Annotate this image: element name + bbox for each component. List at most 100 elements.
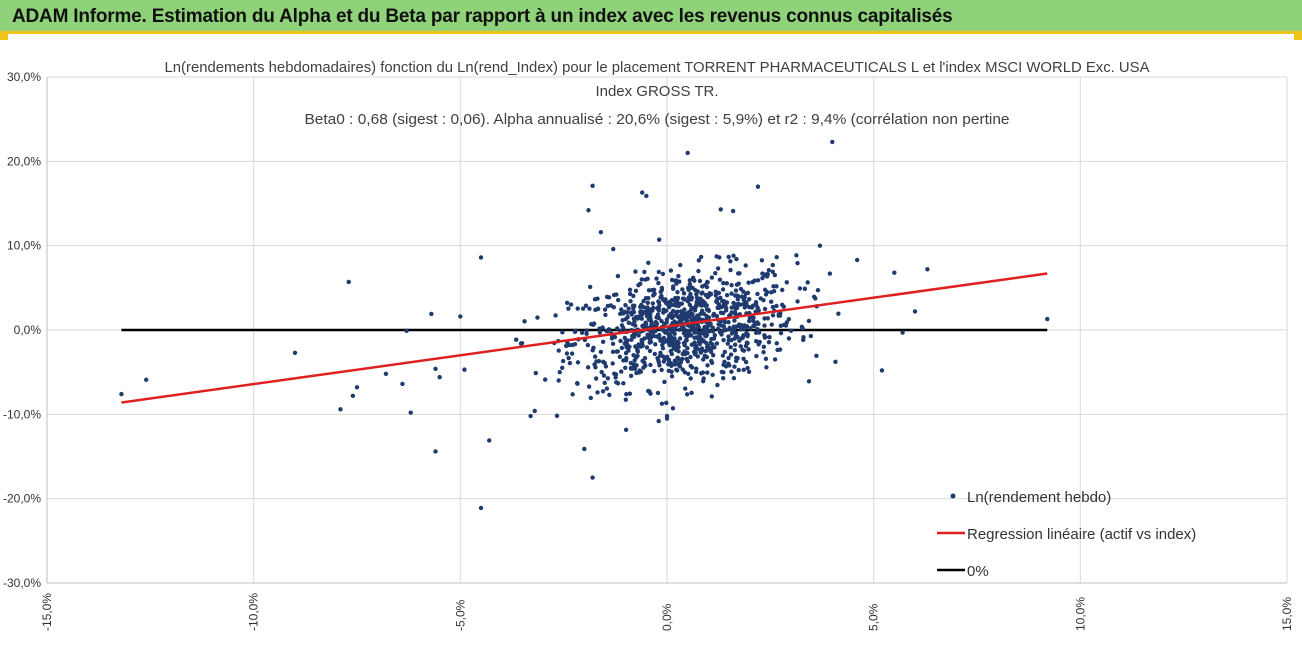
- data-point: [740, 347, 745, 353]
- data-point: [762, 333, 767, 338]
- data-point: [612, 371, 617, 376]
- data-point: [700, 370, 706, 375]
- data-point: [720, 375, 726, 381]
- data-point: [656, 308, 662, 313]
- data-point: [656, 237, 662, 242]
- data-point: [670, 327, 676, 333]
- data-point: [655, 312, 661, 317]
- data-point: [630, 333, 635, 339]
- data-point: [721, 324, 727, 329]
- data-point: [645, 300, 650, 305]
- data-point: [692, 335, 697, 340]
- data-point: [707, 322, 712, 328]
- data-point: [566, 355, 571, 361]
- data-point: [701, 311, 707, 316]
- data-point: [735, 334, 740, 340]
- data-point: [786, 316, 792, 322]
- data-point: [653, 319, 659, 325]
- data-point: [619, 345, 625, 351]
- data-point: [699, 337, 704, 342]
- data-point: [784, 280, 789, 285]
- data-point: [564, 300, 570, 306]
- data-point: [745, 365, 750, 371]
- data-point: [704, 303, 709, 308]
- data-point: [658, 295, 663, 300]
- data-point: [717, 277, 723, 282]
- data-point: [700, 299, 705, 304]
- data-point: [639, 312, 645, 317]
- data-point: [619, 307, 624, 312]
- data-point: [696, 258, 702, 263]
- data-point: [727, 327, 733, 332]
- data-point: [591, 321, 597, 326]
- data-point: [778, 323, 784, 329]
- data-point: [755, 320, 760, 325]
- data-point: [676, 361, 681, 366]
- data-point: [560, 330, 565, 335]
- data-point: [611, 305, 616, 310]
- data-point: [806, 318, 812, 324]
- data-point: [602, 380, 607, 386]
- data-point: [634, 370, 639, 376]
- data-point: [674, 341, 679, 346]
- chart-area: -15,0% -10,0% -5,0% 0,0% 5,0% 10,0% 15,0% 30,0%…: [0, 37, 1302, 648]
- data-point: [765, 316, 770, 321]
- data-point: [755, 326, 760, 332]
- data-point: [662, 379, 667, 385]
- data-point: [585, 342, 591, 348]
- data-point: [772, 357, 778, 362]
- data-point: [754, 353, 759, 359]
- data-point: [585, 365, 591, 370]
- data-point: [706, 315, 712, 320]
- data-point: [542, 377, 548, 382]
- title-layer: Ln(rendements hebdomadaires) fonction du…: [165, 59, 1150, 128]
- data-point: [587, 284, 593, 290]
- data-point: [478, 505, 484, 511]
- data-point: [762, 306, 768, 312]
- data-point: [681, 291, 687, 296]
- data-point: [661, 310, 666, 315]
- data-point: [659, 337, 664, 343]
- data-point: [667, 334, 672, 340]
- data-point: [611, 292, 617, 298]
- data-point: [797, 286, 803, 291]
- chart-title-line: Index GROSS TR.: [595, 83, 718, 100]
- data-point: [703, 340, 709, 346]
- data-point: [669, 277, 675, 283]
- data-point: [664, 299, 669, 305]
- data-point: [666, 304, 672, 310]
- data-point: [817, 243, 823, 248]
- data-point: [350, 393, 356, 398]
- data-point: [679, 310, 685, 315]
- data-point: [655, 390, 661, 396]
- data-point: [656, 299, 661, 304]
- data-point: [659, 401, 665, 406]
- data-point: [590, 183, 595, 188]
- data-point: [718, 310, 724, 315]
- data-point: [717, 255, 722, 260]
- x-tick-label: 10,0%: [1073, 597, 1087, 631]
- data-point: [646, 317, 652, 322]
- data-point: [748, 326, 753, 331]
- data-point: [757, 339, 762, 345]
- data-point: [774, 254, 779, 260]
- data-point: [795, 260, 800, 266]
- data-point: [738, 344, 743, 349]
- data-point: [678, 262, 683, 268]
- axis-layer: -15,0% -10,0% -5,0% 0,0% 5,0% 10,0% 15,0% 30,0%…: [3, 70, 1294, 631]
- y-tick-label: -10,0%: [3, 407, 41, 421]
- data-point: [688, 354, 693, 360]
- x-tick-label: 5,0%: [867, 603, 881, 631]
- data-point: [607, 392, 612, 398]
- data-point: [800, 326, 805, 331]
- chart-title-line: Beta0 : 0,68 (sigest : 0,06). Alpha annu…: [305, 111, 1010, 128]
- data-point: [346, 279, 351, 285]
- data-point: [716, 290, 722, 296]
- data-point: [892, 270, 897, 275]
- data-point: [567, 360, 573, 366]
- data-point: [651, 293, 656, 298]
- data-point: [734, 305, 740, 311]
- data-point: [592, 297, 598, 302]
- data-point: [532, 408, 537, 414]
- scatter-chart: -15,0% -10,0% -5,0% 0,0% 5,0% 10,0% 15,0% 30,0%…: [3, 59, 1294, 631]
